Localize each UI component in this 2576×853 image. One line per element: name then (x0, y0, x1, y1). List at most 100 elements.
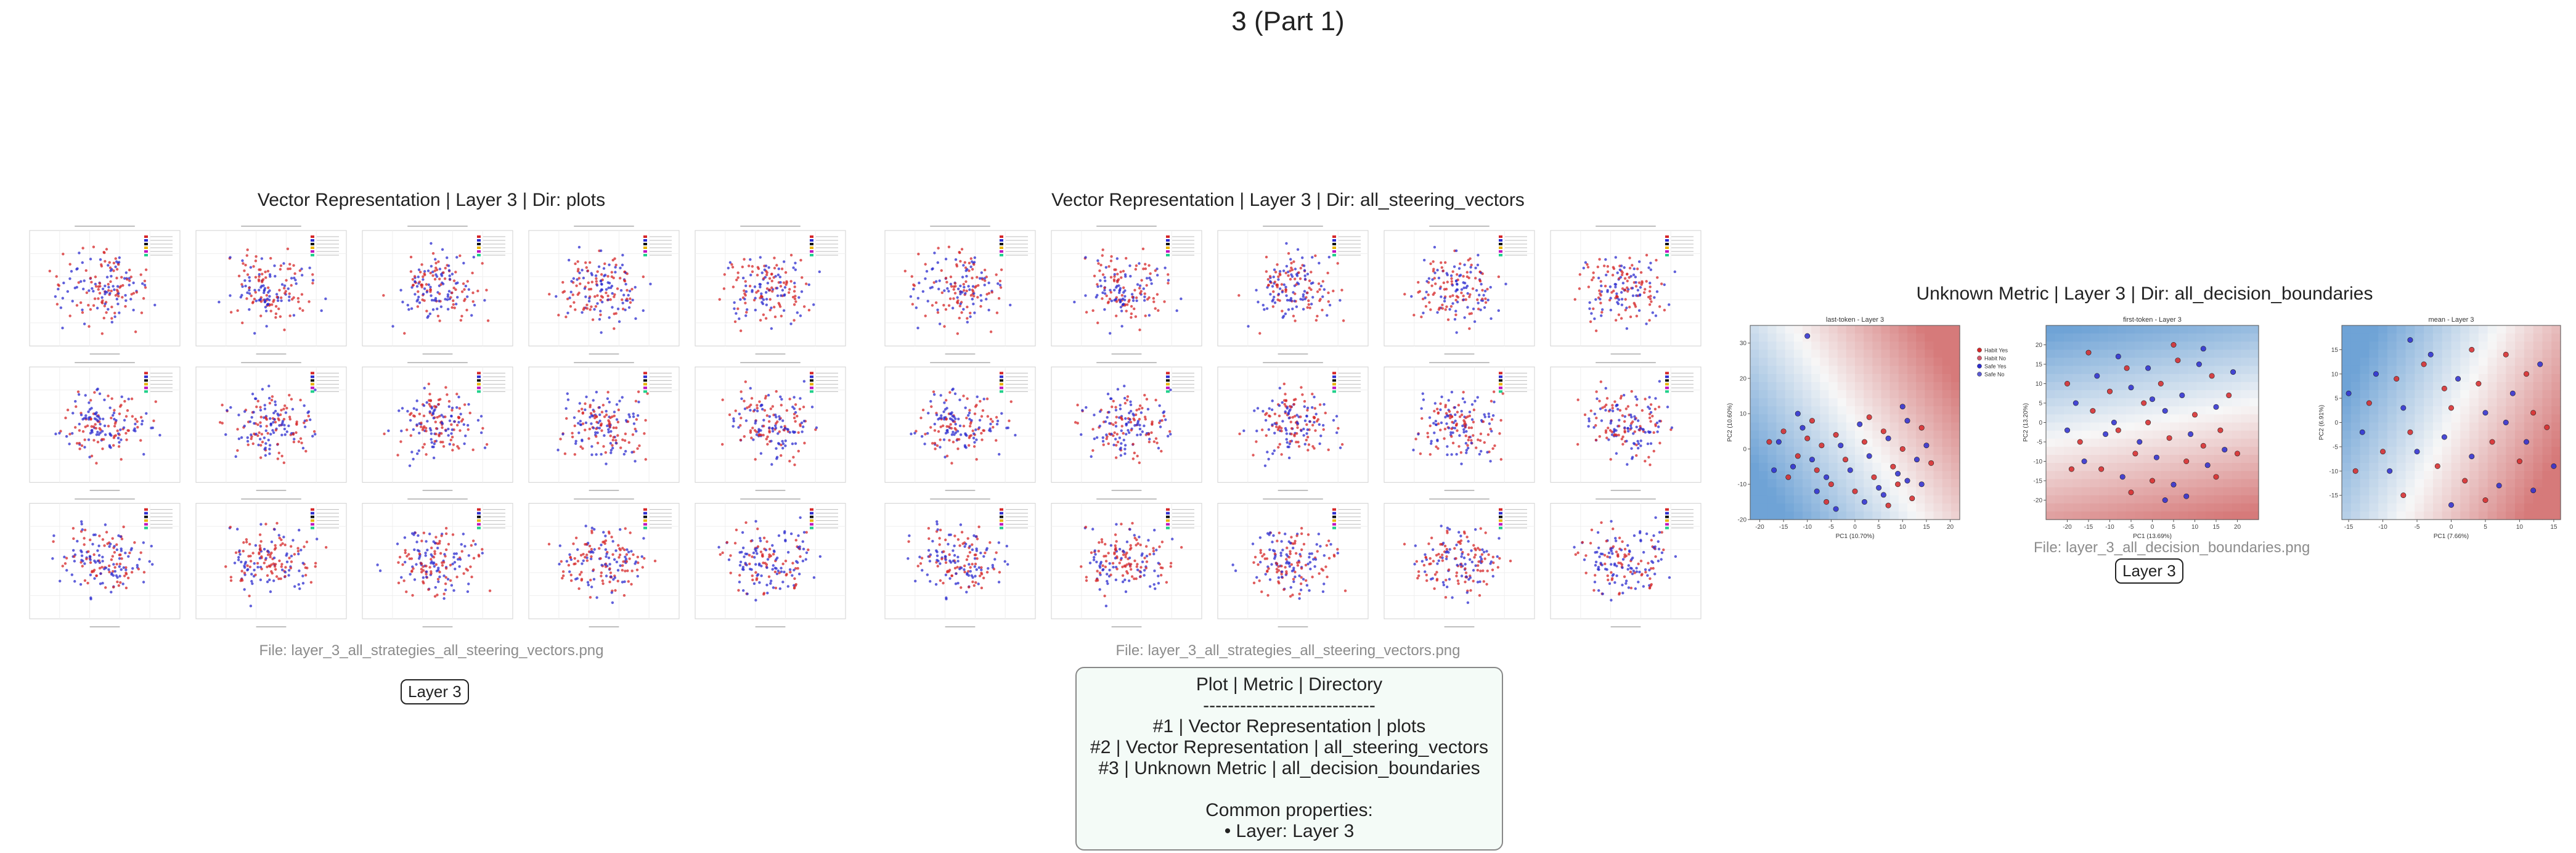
thumbnail-point (108, 570, 111, 574)
thumbnail-point (1462, 556, 1466, 560)
thumbnail-point (1493, 401, 1496, 404)
thumbnail-point (246, 568, 249, 572)
thumbnail-point (1635, 314, 1639, 317)
thumbnail-point (244, 263, 247, 267)
thumbnail-point (259, 444, 263, 447)
thumbnail-point (962, 425, 966, 428)
thumbnail-point (152, 419, 155, 423)
thumbnail-point (1286, 441, 1289, 444)
thumbnail-point (263, 407, 267, 410)
thumbnail-point (472, 557, 476, 560)
thumbnail-point (759, 285, 762, 288)
thumbnail-point (1606, 270, 1610, 274)
thumbnail-point (129, 298, 132, 301)
thumbnail-point (427, 283, 430, 287)
thumbnail-point (774, 275, 777, 278)
thumbnail-point (780, 294, 783, 297)
thumbnail-point (1123, 385, 1126, 388)
thumbnail-point (279, 544, 282, 547)
thumbnail-point (114, 294, 118, 297)
thumbnail-point (796, 311, 799, 314)
thumbnail-point (975, 404, 978, 407)
thumbnail-point (634, 427, 637, 431)
thumbnail-point (1417, 280, 1420, 284)
thumbnail-point (103, 567, 106, 571)
thumbnail-point (1278, 531, 1281, 534)
thumbnail-point (982, 398, 985, 401)
thumbnail-point (725, 541, 729, 544)
thumbnail-point (805, 551, 809, 554)
thumbnail-point (746, 592, 749, 595)
thumbnail-point (610, 591, 613, 594)
thumbnail-point (409, 270, 413, 273)
thumbnail-plot (695, 498, 846, 627)
thumbnail-legend-mark (311, 247, 314, 249)
thumbnail-point (1321, 295, 1324, 298)
thumbnail-point (1104, 542, 1107, 546)
thumbnail-point (1139, 571, 1143, 574)
thumbnail-point (256, 561, 259, 565)
thumbnail-point (1144, 566, 1148, 569)
thumbnail-point (288, 415, 291, 418)
thumbnail-point (97, 288, 100, 291)
thumbnail-point (978, 574, 982, 578)
thumbnail-point (1626, 544, 1629, 547)
thumbnail-point (919, 416, 923, 420)
thumbnail-point (425, 570, 428, 573)
thumbnail-point (987, 308, 990, 312)
thumbnail-point (1454, 249, 1458, 253)
thumbnail-point (450, 432, 453, 435)
thumbnail-point (942, 438, 946, 441)
thumbnail-point (1109, 397, 1113, 401)
thumbnail-point (611, 306, 614, 309)
thumbnail-point (420, 539, 423, 542)
thumbnail-point (1498, 432, 1501, 435)
thumbnail-point (1300, 386, 1303, 389)
thumbnail-legend-mark (1166, 254, 1170, 256)
thumbnail-point (111, 537, 114, 540)
thumbnail-point (1451, 420, 1454, 424)
thumbnail-point (1162, 414, 1166, 418)
thumbnail-point (772, 564, 775, 567)
thumbnail-point (935, 520, 939, 523)
thumbnail-point (396, 454, 399, 457)
thumbnail-point (789, 253, 793, 257)
thumbnail-point (979, 304, 982, 308)
thumbnail-point (619, 277, 622, 280)
thumbnail-point (111, 414, 115, 417)
thumbnail-point (288, 417, 292, 421)
thumbnail-point (1112, 423, 1115, 426)
thumbnail-point (1169, 388, 1172, 391)
thumbnail-point (250, 294, 253, 298)
thumbnail-point (1427, 542, 1430, 545)
thumbnail-point (446, 256, 449, 259)
thumbnail-point (611, 540, 614, 543)
thumbnail-point (264, 557, 267, 560)
thumbnail-legend-mark (1665, 383, 1669, 386)
thumbnail-point (1115, 540, 1118, 543)
thumbnail-point (1604, 285, 1607, 288)
thumbnail-point (1450, 277, 1453, 280)
thumbnail-point (1447, 399, 1450, 402)
thumbnail-point (72, 537, 75, 541)
thumbnail-point (770, 279, 773, 283)
thumbnail-legend-mark (1499, 239, 1502, 242)
panel-1-layer-badge[interactable]: Layer 3 (401, 679, 469, 704)
thumbnail-point (399, 288, 402, 292)
thumbnail-point (587, 281, 590, 285)
thumbnail-point (765, 298, 768, 301)
thumbnail-point (1480, 558, 1483, 561)
thumbnail-point (762, 298, 765, 301)
thumbnail-point (743, 399, 746, 402)
thumbnail-point (1491, 414, 1495, 417)
thumbnail-point (1318, 288, 1321, 291)
thumbnail-point (307, 414, 311, 418)
thumbnail-point (466, 280, 469, 283)
thumbnail-point (1629, 424, 1632, 427)
thumbnail-point (221, 403, 224, 407)
thumbnail-point (247, 555, 250, 558)
thumbnail-point (276, 443, 279, 446)
thumbnail-point (442, 271, 445, 274)
thumbnail-point (246, 273, 250, 276)
thumbnail-point (405, 428, 409, 431)
